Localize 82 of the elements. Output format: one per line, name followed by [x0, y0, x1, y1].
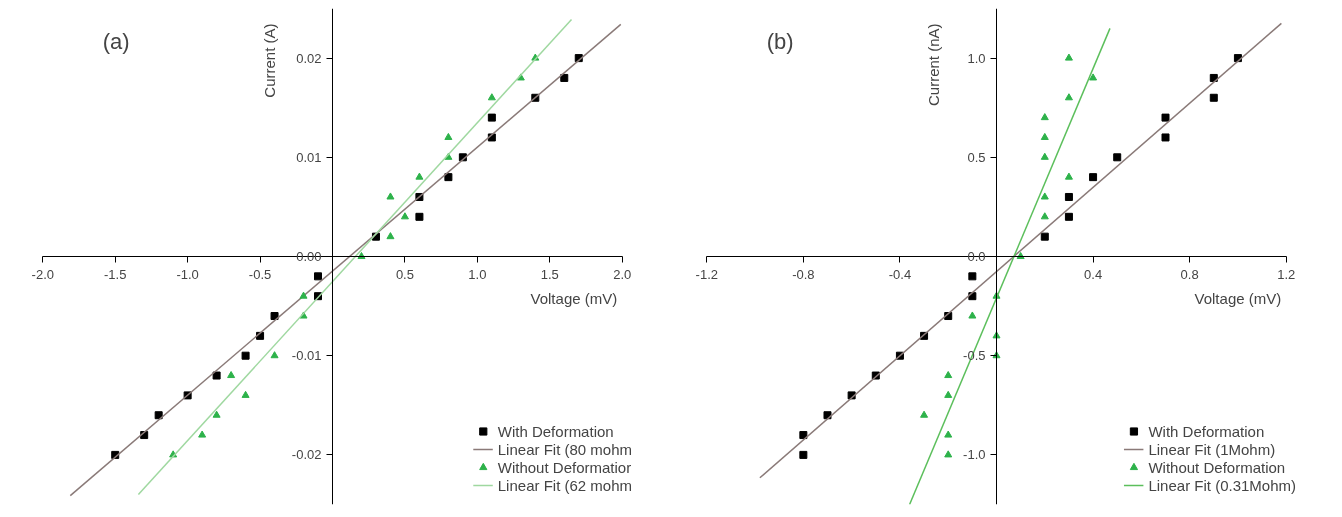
point: [944, 430, 953, 438]
point: [444, 132, 453, 140]
legend-label: Linear Fit (1Mohm): [1148, 440, 1276, 458]
point: [415, 172, 424, 180]
y-tick-label: -1.0: [963, 447, 986, 463]
y-tick-label: -0.02: [291, 447, 322, 463]
point: [944, 371, 953, 379]
text: (b): [766, 28, 794, 54]
point: [992, 331, 1001, 339]
point: [1089, 73, 1098, 81]
point: [154, 411, 163, 420]
point: [1040, 113, 1049, 121]
point: [920, 410, 929, 418]
y-tick-label: 0.01: [296, 149, 322, 165]
point: [1064, 212, 1073, 221]
point: [241, 351, 250, 360]
point: [1064, 53, 1073, 61]
point: [1089, 173, 1098, 182]
point: [1040, 212, 1049, 220]
point: [1040, 132, 1049, 140]
text: (a): [102, 28, 130, 54]
point: [400, 212, 409, 220]
x-tick-label: 1.5: [540, 266, 559, 282]
legend-label: With Deformation: [1148, 422, 1265, 440]
point: [968, 311, 977, 319]
point: [560, 73, 569, 82]
x-tick-label: -1.0: [176, 266, 199, 282]
point: [227, 371, 236, 379]
point: [1209, 73, 1218, 82]
point: [299, 291, 308, 299]
legend-label: Without Deformatior: [497, 458, 632, 476]
x-tick-label: -2.0: [31, 266, 54, 282]
y-tick-label: 1.0: [967, 50, 986, 66]
point: [944, 390, 953, 398]
point: [487, 93, 496, 101]
point: [212, 410, 221, 418]
x-tick-label: -1.5: [104, 266, 127, 282]
legend-label: Linear Fit (62 mohm: [497, 476, 632, 494]
x-axis-title: Voltage (mV): [530, 289, 618, 307]
legend-label: Linear Fit (0.31Mohm): [1148, 476, 1296, 494]
point: [1209, 93, 1218, 102]
x-tick-label: 1.2: [1277, 266, 1296, 282]
x-tick-label: 0.4: [1084, 266, 1103, 282]
x-tick-label: 0.8: [1180, 266, 1199, 282]
x-tick-label: 1.0: [468, 266, 487, 282]
point: [212, 371, 221, 380]
point: [241, 390, 250, 398]
x-tick-label: -0.5: [248, 266, 272, 282]
point: [1161, 133, 1170, 142]
legend-label: Without Deformation: [1148, 458, 1286, 476]
point: [944, 450, 953, 458]
point: [1040, 232, 1049, 241]
point: [270, 351, 279, 359]
y-tick-label: -0.01: [291, 348, 322, 364]
point: [1161, 113, 1170, 122]
point: [1064, 172, 1073, 180]
y-tick-label: 0.02: [296, 50, 322, 66]
point: [487, 113, 496, 122]
point: [1040, 192, 1049, 200]
point: [415, 212, 424, 221]
y-axis-title: Current (A): [260, 23, 278, 98]
legend-label: Linear Fit (80 mohm: [497, 440, 632, 458]
point: [444, 173, 453, 182]
point: [799, 450, 808, 459]
point: [198, 430, 207, 438]
y-axis-title: Current (nA): [924, 23, 942, 107]
x-tick-label: -0.4: [888, 266, 912, 282]
point: [386, 192, 395, 200]
legend-label: With Deformation: [497, 422, 614, 440]
x-tick-label: 2.0: [613, 266, 632, 282]
point: [1064, 192, 1073, 201]
x-tick-label: -0.8: [792, 266, 815, 282]
x-tick-label: -1.2: [695, 266, 718, 282]
point: [1064, 93, 1073, 101]
x-axis-title: Voltage (mV): [1194, 289, 1282, 307]
point: [1040, 152, 1049, 160]
point: [1113, 153, 1122, 162]
y-tick-label: 0.5: [967, 149, 986, 165]
point: [386, 232, 395, 240]
point: [968, 272, 977, 281]
x-tick-label: 0.5: [395, 266, 414, 282]
point: [314, 272, 323, 281]
